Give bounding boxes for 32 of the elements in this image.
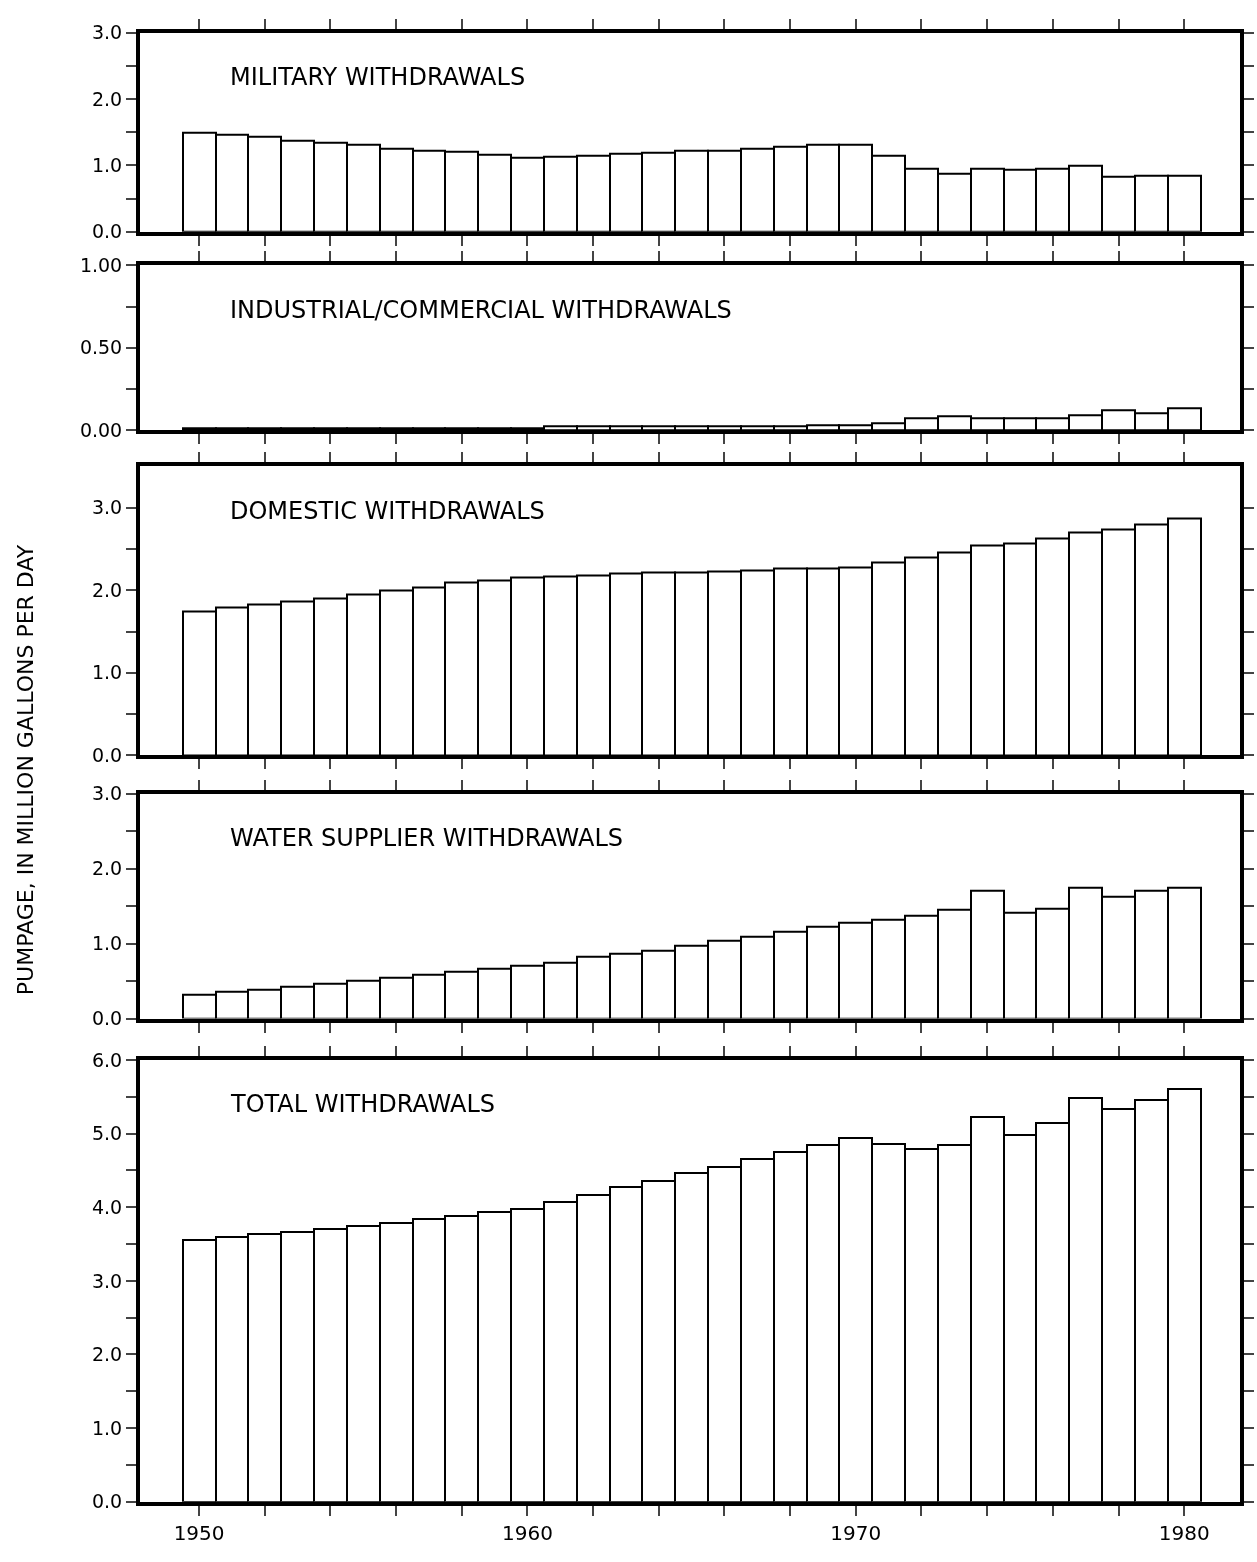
y-tick-label: 2.0 [91, 578, 123, 601]
y-tick-label: 0.0 [91, 1007, 123, 1030]
y-tick-label: 2.0 [91, 87, 123, 110]
text: WATER SUPPLIER WITHDRAWALS [230, 824, 624, 852]
y-tick-label: 0.00 [79, 418, 123, 441]
y-tick-label: 1.0 [91, 1416, 123, 1439]
y-tick-label: 1.0 [91, 661, 123, 684]
x-tick-label: 1950 [173, 1520, 225, 1545]
text: INDUSTRIAL/COMMERCIAL WITHDRAWALS [230, 296, 732, 324]
y-tick-label: 0.50 [79, 336, 123, 359]
y-axis-title: PUMPAGE, IN MILLION GALLONS PER DAY [12, 544, 38, 996]
y-tick-label: 2.0 [91, 857, 123, 880]
y-tick-label: 3.0 [91, 21, 123, 44]
y-tick-label: 1.0 [91, 932, 123, 955]
y-tick-label: 1.0 [91, 154, 123, 177]
y-tick-label: 3.0 [91, 496, 123, 519]
x-tick-label: 1980 [1158, 1520, 1210, 1545]
y-tick-label: 5.0 [91, 1122, 123, 1145]
x-tick-label: 1970 [830, 1520, 882, 1545]
y-tick-label: 1.00 [79, 254, 123, 277]
y-tick-label: 2.0 [91, 1343, 123, 1366]
text: MILITARY WITHDRAWALS [230, 63, 526, 91]
text: TOTAL WITHDRAWALS [230, 1090, 496, 1118]
y-tick-label: 3.0 [91, 782, 123, 805]
y-tick-label: 0.0 [91, 220, 123, 243]
x-tick-label: 1960 [502, 1520, 553, 1545]
y-tick-label: 3.0 [91, 1269, 123, 1292]
y-tick-label: 4.0 [91, 1195, 123, 1218]
text: DOMESTIC WITHDRAWALS [230, 497, 545, 525]
y-tick-label: 0.0 [91, 1490, 123, 1513]
y-tick-label: 6.0 [91, 1048, 123, 1071]
y-tick-label: 0.0 [91, 744, 123, 767]
